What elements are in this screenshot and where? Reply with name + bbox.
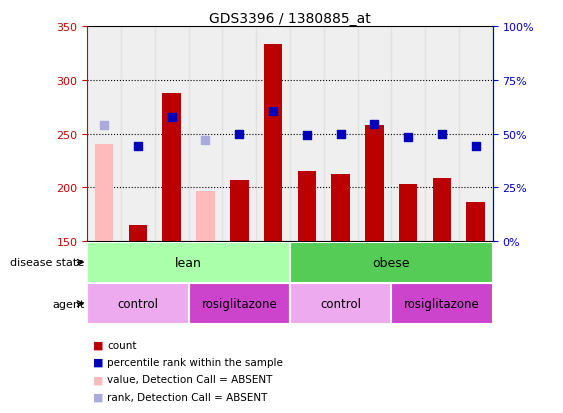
Point (201, 138, 210, 144)
Text: ■: ■ (93, 375, 104, 385)
Point (133, 144, 142, 150)
Point (167, 115, 176, 121)
Bar (432, 178, 452, 242)
Point (100, 122, 109, 129)
Bar (95, 145, 114, 242)
Bar (290, 284, 391, 324)
Bar (87, 284, 189, 324)
Bar (425, 27, 459, 242)
Point (471, 144, 480, 150)
Bar (391, 284, 493, 324)
Text: count: count (107, 340, 136, 350)
Bar (128, 225, 148, 242)
Text: ■: ■ (93, 392, 104, 402)
Bar (256, 27, 290, 242)
Bar (298, 172, 316, 242)
Text: rank, Detection Call = ABSENT: rank, Detection Call = ABSENT (107, 392, 267, 402)
Point (235, 131, 244, 138)
Bar (87, 27, 121, 242)
Bar (230, 180, 249, 242)
Point (269, 108, 278, 115)
Text: agent: agent (52, 299, 84, 309)
Bar (121, 27, 155, 242)
Text: rosiglitazone: rosiglitazone (202, 297, 277, 311)
Bar (391, 27, 425, 242)
Text: lean: lean (175, 256, 202, 269)
Bar (196, 191, 215, 242)
Text: percentile rank within the sample: percentile rank within the sample (107, 357, 283, 367)
Bar (365, 126, 384, 242)
Bar (358, 27, 391, 242)
Text: control: control (320, 297, 361, 311)
Bar (155, 27, 189, 242)
Text: ■: ■ (93, 340, 104, 350)
Bar (163, 93, 181, 242)
Text: disease state: disease state (10, 258, 84, 268)
Point (302, 132, 311, 139)
Bar (263, 45, 282, 242)
Bar (399, 185, 418, 242)
Text: obese: obese (373, 256, 410, 269)
Point (404, 134, 413, 141)
Bar (467, 203, 485, 242)
Bar (87, 242, 290, 283)
Text: ■: ■ (93, 357, 104, 367)
Text: rosiglitazone: rosiglitazone (404, 297, 480, 311)
Text: value, Detection Call = ABSENT: value, Detection Call = ABSENT (107, 375, 272, 385)
Point (437, 131, 446, 138)
Point (370, 121, 379, 128)
Bar (290, 242, 493, 283)
Bar (222, 27, 256, 242)
Text: control: control (118, 297, 158, 311)
Bar (290, 27, 324, 242)
Bar (324, 27, 358, 242)
Title: GDS3396 / 1380885_at: GDS3396 / 1380885_at (209, 12, 371, 26)
Point (336, 131, 345, 138)
Bar (189, 284, 290, 324)
Bar (189, 27, 222, 242)
Bar (459, 27, 493, 242)
Bar (332, 175, 350, 242)
